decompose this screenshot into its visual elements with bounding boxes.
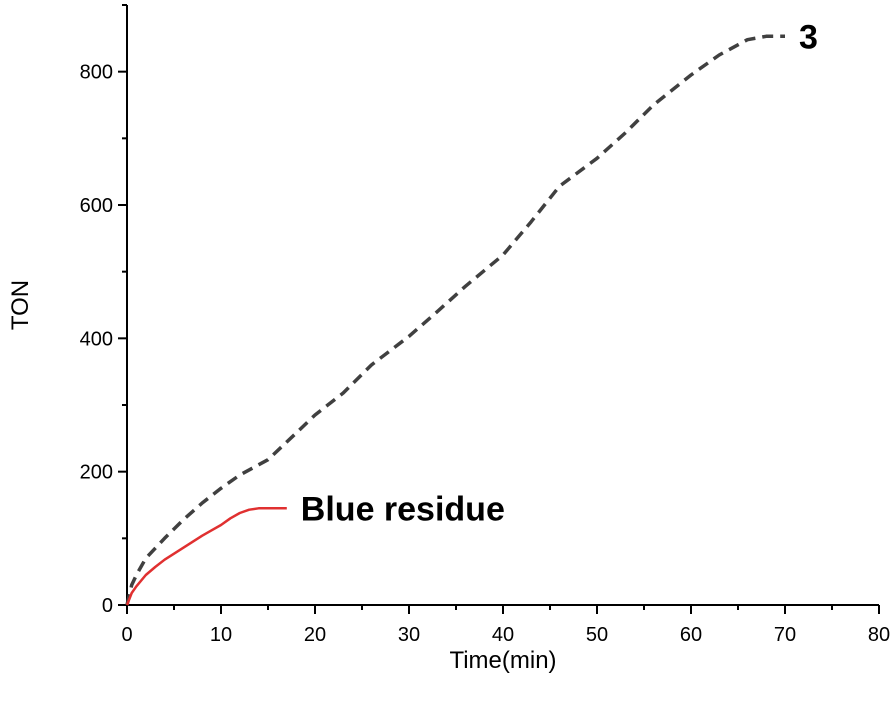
y-tick-label: 600 [80,195,113,217]
series-label: 3 [799,18,818,56]
series-layer [125,34,785,606]
series-label: Blue residue [301,490,505,528]
x-tick-label: 30 [398,624,420,646]
x-tick-label: 0 [121,624,132,646]
x-tick-label: 10 [210,624,232,646]
x-axis-title: Time(min) [449,647,556,674]
y-axis-title: TON [7,280,34,330]
x-tick-label: 50 [586,624,608,646]
x-tick-label: 40 [492,624,514,646]
y-tick-label: 400 [80,328,113,350]
x-tick-label: 60 [680,624,702,646]
series-line-blue-residue [125,507,287,606]
axes: 0 10 20 30 40 50 60 70 800200400600800Time(min)T… [7,4,890,674]
x-tick-label: 80 [868,624,890,646]
y-tick-label: 200 [80,462,113,484]
x-tick-label: 70 [774,624,796,646]
labels-layer: 3 Blue residue [301,18,818,528]
x-tick-label: 20 [304,624,326,646]
y-tick-label: 800 [80,62,113,84]
series-line-compound-3 [125,34,785,606]
y-tick-label: 0 [102,595,113,617]
